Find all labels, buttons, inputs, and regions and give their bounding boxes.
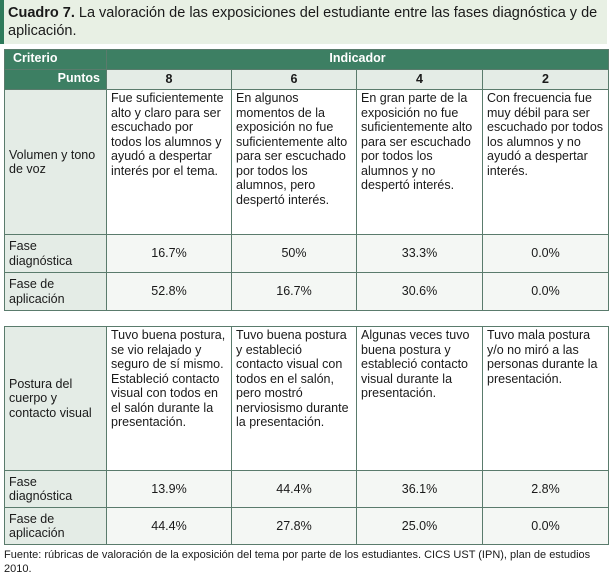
- caption-label: Cuadro 7.: [8, 5, 75, 21]
- value-cell: 25.0%: [356, 507, 483, 545]
- indicador-header: Indicador: [105, 49, 610, 70]
- value-cell: 30.6%: [356, 272, 483, 311]
- value-cell: 13.9%: [106, 470, 232, 508]
- value-cell: 2.8%: [482, 470, 609, 508]
- value-cell: 0.0%: [481, 272, 610, 311]
- table-caption: Cuadro 7. La valoración de las exposicio…: [0, 0, 607, 44]
- value-cell: 0.0%: [481, 234, 610, 273]
- phase-label: Fase diagnóstica: [4, 234, 107, 273]
- description-cell: Con frecuencia fue muy débil para ser es…: [481, 89, 610, 235]
- description-cell: Tuvo mala postura y/o no miró a las pers…: [482, 326, 609, 471]
- criterion-cell: Volumen y tono de voz: [4, 89, 107, 235]
- source-footnote: Fuente: rúbricas de valoración de la exp…: [4, 549, 591, 575]
- value-cell: 36.1%: [356, 470, 483, 508]
- description-cell: Fue suficientemente alto y claro para se…: [106, 89, 232, 235]
- value-cell: 50%: [231, 234, 357, 273]
- phase-label: Fase de aplicación: [4, 507, 107, 545]
- value-cell: 0.0%: [482, 507, 609, 545]
- phase-label: Fase de aplicación: [4, 272, 107, 311]
- puntos-header: Puntos: [4, 69, 107, 90]
- value-cell: 27.8%: [231, 507, 357, 545]
- score-header: 8: [106, 69, 232, 90]
- value-cell: 16.7%: [231, 272, 357, 311]
- description-cell: En gran parte de la exposición no fue su…: [356, 89, 483, 235]
- value-cell: 44.4%: [106, 507, 232, 545]
- score-header: 4: [356, 69, 483, 90]
- description-cell: Tuvo buena postura, se vio relajado y se…: [106, 326, 232, 471]
- criterio-header: Criterio: [4, 49, 107, 70]
- table-row: Fase de aplicación 52.8% 16.7% 30.6% 0.0…: [4, 272, 610, 311]
- caption-text: La valoración de las exposiciones del es…: [8, 5, 598, 39]
- value-cell: 16.7%: [106, 234, 232, 273]
- criterion-cell: Postura del cuerpo y contacto visual: [4, 326, 107, 471]
- description-cell: En algunos momentos de la exposición no …: [231, 89, 357, 235]
- table-row: Fase diagnóstica 13.9% 44.4% 36.1% 2.8%: [4, 470, 609, 508]
- rubric-table-posture: Postura del cuerpo y contacto visual Tuv…: [4, 326, 609, 545]
- description-cell: Tuvo buena postura y estableció contacto…: [231, 326, 357, 471]
- score-header: 2: [481, 69, 610, 90]
- table-row: Fase de aplicación 44.4% 27.8% 25.0% 0.0…: [4, 507, 609, 545]
- value-cell: 44.4%: [231, 470, 357, 508]
- phase-label: Fase diagnóstica: [4, 470, 107, 508]
- score-header: 6: [231, 69, 357, 90]
- value-cell: 52.8%: [106, 272, 232, 311]
- table-row: Fase diagnóstica 16.7% 50% 33.3% 0.0%: [4, 234, 610, 273]
- description-cell: Algunas veces tuvo buena postura y estab…: [356, 326, 483, 471]
- rubric-table-volume: Criterio Indicador Puntos 8 6 4 2 Volume…: [4, 49, 610, 311]
- value-cell: 33.3%: [356, 234, 483, 273]
